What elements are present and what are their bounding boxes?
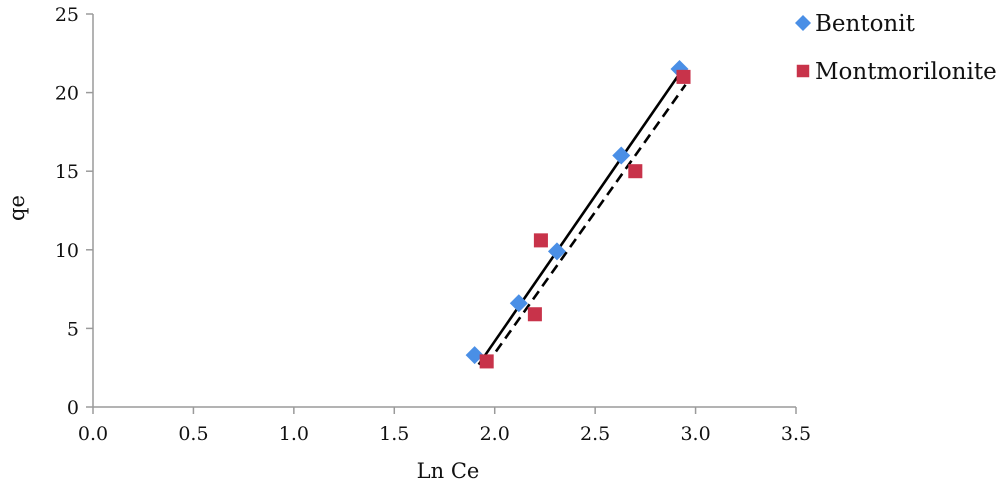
x-tick-label: 2.0	[480, 423, 510, 445]
x-tick-label: 0.5	[178, 423, 208, 445]
y-axis-ticks: 0 5 10 15 20 25	[55, 4, 93, 419]
x-tick-label: 3.0	[680, 423, 710, 445]
x-tick-label: 2.5	[580, 423, 610, 445]
legend-marker	[795, 15, 811, 31]
montmorilonite-point	[527, 307, 542, 322]
montmorilonite-point	[628, 164, 643, 179]
x-tick-label: 1.0	[279, 423, 309, 445]
x-tick-label: 3.5	[781, 423, 811, 445]
axes	[92, 14, 796, 408]
legend-marker	[796, 64, 810, 78]
y-tick-label: 25	[55, 4, 79, 26]
bentonit-point	[547, 242, 566, 261]
y-axis-title: qe	[5, 195, 29, 221]
trendline-dashed	[485, 83, 687, 366]
montmorilonite-point	[479, 354, 494, 369]
data-points	[465, 60, 691, 369]
y-tick-label: 10	[55, 240, 79, 262]
montmorilonite-point	[533, 233, 548, 248]
montmorilonite-point	[676, 69, 691, 84]
y-tick-label: 15	[55, 161, 79, 183]
legend-label: Montmorilonite	[815, 59, 997, 85]
y-tick-label: 5	[67, 318, 79, 340]
y-tick-label: 20	[55, 83, 79, 105]
x-axis-ticks: 0.0 0.5 1.0 1.5 2.0 2.5 3.0 3.5	[78, 407, 811, 445]
legend-label: Bentonit	[815, 11, 916, 37]
x-axis-title: Ln Ce	[417, 459, 480, 483]
trendline-solid	[477, 72, 681, 366]
trendlines	[477, 72, 687, 366]
bentonit-point	[612, 146, 631, 165]
bentonit-point	[465, 346, 484, 365]
x-tick-label: 1.5	[379, 423, 409, 445]
legend: Bentonit Montmorilonite	[795, 11, 997, 85]
bentonit-point	[509, 294, 528, 313]
x-tick-label: 0.0	[78, 423, 108, 445]
y-tick-label: 0	[67, 397, 79, 419]
